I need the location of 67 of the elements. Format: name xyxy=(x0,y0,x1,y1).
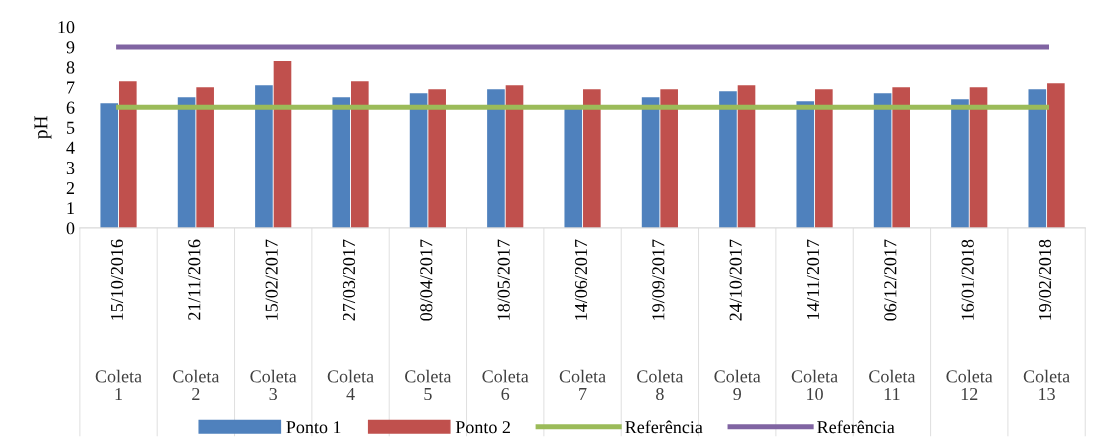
x-tick-label: 15/10/2016 xyxy=(110,239,124,320)
legend-label: Referência xyxy=(625,420,703,434)
x-tick-label: 16/01/2018 xyxy=(961,239,974,320)
x-tick-label: 24/10/2017 xyxy=(729,239,742,321)
x-tick-label: 19/02/2018 xyxy=(1038,239,1052,320)
text: Coleta 3 xyxy=(250,369,297,401)
x-tick-label: 15/02/2017 xyxy=(265,239,278,320)
bar xyxy=(737,85,756,228)
text: Coleta 8 xyxy=(637,369,684,401)
x-tick-label: 14/11/2017 xyxy=(806,239,820,320)
bar xyxy=(951,99,969,228)
bar xyxy=(118,81,137,228)
legend-label: Referência xyxy=(817,420,895,434)
x-tick-label: 14/06/2017 xyxy=(574,239,588,320)
x-tick-label: 18/05/2017 xyxy=(497,239,510,320)
legend-label: Ponto 2 xyxy=(455,421,510,434)
bar xyxy=(505,85,524,228)
bar xyxy=(969,87,988,228)
bar xyxy=(428,89,446,228)
legend-label: Ponto 1 xyxy=(286,421,341,434)
text: Coleta 10 xyxy=(791,369,838,401)
bar xyxy=(409,93,428,228)
y-tick-label: 0 xyxy=(66,222,75,235)
text: Coleta 5 xyxy=(405,369,452,401)
bar xyxy=(892,87,910,228)
bar xyxy=(873,93,892,228)
bar xyxy=(719,91,737,228)
bar xyxy=(196,87,214,228)
text: Coleta 13 xyxy=(1023,369,1070,401)
bar xyxy=(273,61,292,228)
y-tick-label: 1 xyxy=(67,202,74,215)
bar xyxy=(332,97,351,228)
text: Coleta 2 xyxy=(173,369,220,400)
text: Coleta 12 xyxy=(946,369,993,400)
x-tick-label: 08/04/2017 xyxy=(420,239,433,321)
bar xyxy=(487,89,505,228)
bar xyxy=(1047,83,1065,228)
bar xyxy=(641,97,660,228)
x-tick-label: 19/09/2017 xyxy=(652,239,665,320)
text: Coleta 6 xyxy=(482,369,529,401)
bar xyxy=(815,89,833,228)
text: Coleta 7 xyxy=(559,369,606,400)
x-tick-label: 06/12/2017 xyxy=(884,239,897,321)
y-tick-label: 9 xyxy=(66,41,75,54)
y-tick-label: 3 xyxy=(66,161,75,175)
y-tick-label: 2 xyxy=(66,182,75,194)
y-tick-label: 8 xyxy=(66,61,75,74)
bar xyxy=(796,101,815,228)
bar xyxy=(583,89,601,228)
bar xyxy=(351,81,369,228)
text: Coleta 9 xyxy=(714,369,761,401)
text: Coleta 4 xyxy=(327,369,374,400)
text: Coleta 11 xyxy=(869,369,916,400)
y-axis-title: pH xyxy=(34,116,52,139)
bar xyxy=(1028,89,1047,228)
bar xyxy=(660,89,678,228)
x-tick-label: 21/11/2016 xyxy=(188,239,201,320)
bar xyxy=(177,97,196,228)
y-tick-label: 7 xyxy=(67,81,75,94)
y-tick-label: 6 xyxy=(66,101,75,114)
y-tick-label: 4 xyxy=(66,141,75,154)
text: Coleta 1 xyxy=(95,369,142,400)
x-tick-label: 27/03/2017 xyxy=(342,239,356,321)
bar xyxy=(255,85,273,228)
y-tick-label: 5 xyxy=(67,121,75,134)
bar xyxy=(100,103,119,228)
y-tick-label: 10 xyxy=(58,21,75,34)
